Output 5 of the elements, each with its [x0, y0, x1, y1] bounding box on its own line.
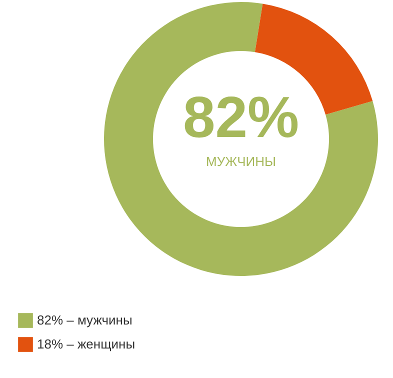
text: 82% [182, 85, 300, 150]
text: МУЖЧИНЫ [206, 154, 276, 169]
legend-label: 18% – женщины [37, 336, 136, 352]
donut-slice [104, 2, 378, 276]
legend-label: 82% – мужчины [37, 312, 132, 328]
